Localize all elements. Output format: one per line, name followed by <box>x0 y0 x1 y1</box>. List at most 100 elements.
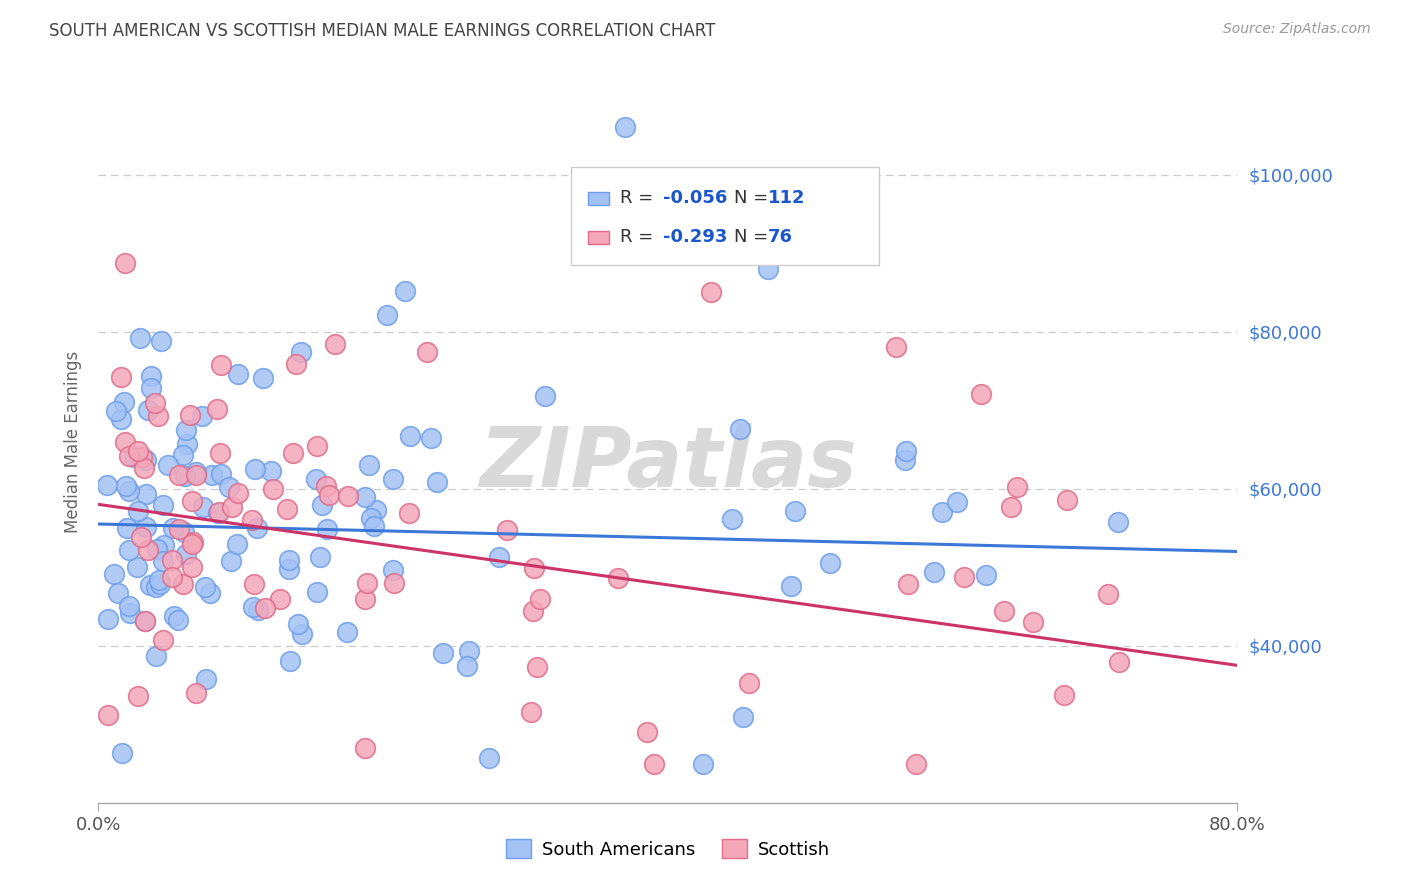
Point <box>209 467 232 481</box>
Point <box>107 586 129 600</box>
Point <box>194 580 217 594</box>
Point <box>181 535 204 549</box>
Point <box>252 371 274 385</box>
Text: R =: R = <box>620 189 659 207</box>
Point <box>112 395 135 409</box>
Point <box>226 367 249 381</box>
Point <box>160 570 183 584</box>
Point <box>163 609 186 624</box>
Point <box>671 222 693 236</box>
Point <box>145 581 167 595</box>
Point <box>129 530 152 544</box>
Point <box>416 344 439 359</box>
Point <box>336 625 359 640</box>
Point <box>198 586 221 600</box>
Point <box>181 494 204 508</box>
Point <box>1097 587 1119 601</box>
Point <box>184 468 207 483</box>
Point <box>110 369 132 384</box>
Point <box>970 387 993 401</box>
Point <box>105 404 128 418</box>
Point <box>290 344 312 359</box>
Point <box>167 468 190 483</box>
Point <box>226 486 249 500</box>
Point <box>285 357 308 371</box>
Point <box>307 439 329 453</box>
Point <box>207 506 229 520</box>
Point <box>118 542 141 557</box>
Point <box>127 689 149 703</box>
Point <box>143 396 166 410</box>
Point <box>818 556 841 570</box>
Point <box>129 331 152 345</box>
Point <box>894 453 917 467</box>
Point <box>135 520 157 534</box>
Point <box>221 554 243 568</box>
Point <box>167 522 190 536</box>
Point <box>692 756 714 771</box>
Point <box>354 592 377 607</box>
Point <box>148 573 170 587</box>
Point <box>157 458 180 472</box>
Point <box>97 611 120 625</box>
Point <box>97 707 120 722</box>
Point <box>419 431 441 445</box>
FancyBboxPatch shape <box>588 231 609 244</box>
Text: -0.293: -0.293 <box>664 228 728 246</box>
Point <box>426 475 449 490</box>
Point <box>124 450 146 464</box>
Point <box>756 261 779 276</box>
Point <box>291 627 314 641</box>
Point <box>208 446 231 460</box>
Point <box>118 606 141 620</box>
Text: 112: 112 <box>768 189 806 207</box>
Text: R =: R = <box>620 228 659 246</box>
Point <box>201 468 224 483</box>
Point <box>243 577 266 591</box>
Point <box>118 483 141 498</box>
Point <box>309 550 332 565</box>
Text: ZIPatlas: ZIPatlas <box>479 423 856 504</box>
Point <box>699 285 721 300</box>
Point <box>534 389 557 403</box>
Point <box>218 480 240 494</box>
Point <box>135 452 157 467</box>
Point <box>114 256 136 270</box>
Point <box>269 592 291 607</box>
Point <box>150 334 173 348</box>
Point <box>884 340 907 354</box>
Point <box>520 706 543 720</box>
Point <box>399 429 422 443</box>
Point <box>733 709 755 723</box>
Point <box>125 560 148 574</box>
Point <box>103 567 125 582</box>
Point <box>141 381 163 395</box>
Point <box>145 648 167 663</box>
Point <box>246 603 269 617</box>
Point <box>172 448 194 462</box>
Legend: South Americans, Scottish: South Americans, Scottish <box>498 832 838 866</box>
Point <box>111 746 134 760</box>
Point <box>394 284 416 298</box>
Point <box>607 571 630 585</box>
Point <box>152 498 174 512</box>
Point <box>96 478 118 492</box>
Point <box>738 675 761 690</box>
Point <box>398 506 420 520</box>
Point <box>315 479 337 493</box>
Point <box>136 403 159 417</box>
Point <box>262 482 284 496</box>
Point <box>162 553 184 567</box>
Point <box>181 537 204 551</box>
Point <box>636 725 658 739</box>
Point <box>152 632 174 647</box>
Text: N =: N = <box>734 228 773 246</box>
Point <box>245 462 267 476</box>
Point <box>432 646 454 660</box>
Point <box>276 502 298 516</box>
Point <box>179 408 201 422</box>
Point <box>905 756 928 771</box>
Point <box>245 521 267 535</box>
Point <box>184 685 207 699</box>
Point <box>353 490 375 504</box>
